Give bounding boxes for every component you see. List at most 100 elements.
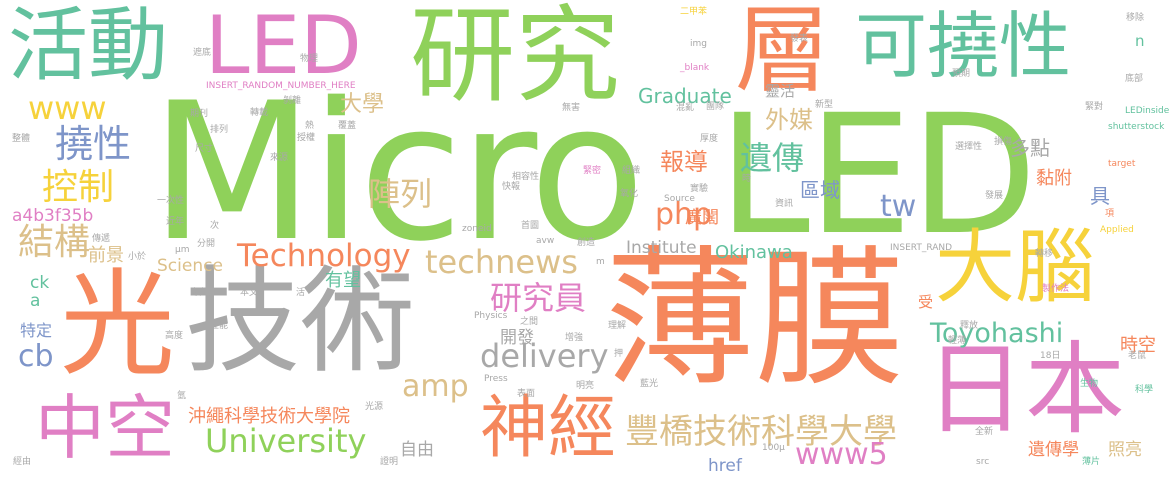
word-led-pink: LED — [205, 0, 362, 92]
word-hollow: 中空 — [35, 387, 175, 469]
word-okinawa: Okinawa — [715, 242, 793, 263]
word-small: 物理 — [300, 54, 319, 64]
word-small: INSERT_RAND — [890, 243, 953, 253]
word-specific: 特定 — [20, 321, 53, 340]
word-small: 全新 — [975, 427, 994, 437]
word-small: img — [690, 39, 707, 49]
word-small: 二甲苯 — [680, 7, 708, 17]
word-brain: 大腦 — [935, 221, 1095, 314]
word-micro: Micro — [150, 62, 645, 283]
word-small: 領域 — [192, 288, 211, 298]
word-free: 自由 — [400, 440, 434, 460]
word-university: University — [205, 422, 367, 460]
word-small: 時 — [742, 174, 752, 184]
word-small: 排列 — [210, 125, 229, 135]
word-small: Source — [664, 194, 695, 204]
word-small: 薄片 — [1082, 457, 1101, 467]
word-report: 報導 — [660, 148, 708, 176]
word-tw: tw — [880, 189, 917, 224]
word-technology-cn: 技術 — [185, 255, 416, 389]
word-small: 緊密 — [583, 166, 602, 176]
word-technews: technews — [425, 243, 578, 281]
word-small: 100μ — [762, 443, 785, 453]
word-small: 押 — [614, 349, 624, 359]
word-small: 選擇性 — [955, 142, 983, 152]
word-researcher: 研究員 — [490, 279, 587, 317]
word-small: LEDinside — [1125, 106, 1170, 116]
word-technology: Technology — [237, 238, 411, 274]
word-small: 高度 — [165, 331, 184, 341]
word-small: 覆蓋 — [338, 121, 357, 131]
word-light: 光 — [60, 258, 176, 392]
word-small: 製作法 — [1042, 284, 1070, 294]
word-a: a — [30, 291, 41, 311]
word-small: 明亮 — [576, 381, 595, 391]
word-small: 首圖 — [521, 221, 540, 231]
word-nerve: 神經 — [480, 389, 617, 468]
word-small: 發表 — [790, 34, 809, 44]
word-small: 近年 — [166, 217, 185, 227]
word-small: shutterstock — [1108, 122, 1165, 132]
word-prospect: 前景 — [88, 245, 124, 266]
word-small: Press — [484, 374, 508, 384]
word-small: 遮底 — [193, 48, 212, 58]
word-small: src — [976, 457, 990, 467]
word-small: 熱 — [305, 121, 315, 131]
word-amp: amp — [402, 369, 469, 404]
word-flex: 撓性 — [55, 122, 132, 166]
word-small: 組織 — [622, 166, 641, 176]
word-foreign-media: 外媒 — [765, 106, 813, 134]
word-small: 新型 — [815, 100, 834, 110]
word-small: 18日 — [1040, 351, 1061, 361]
word-small: 傳遞 — [92, 234, 111, 244]
word-small: target — [1108, 159, 1136, 169]
word-small: 資訊 — [775, 199, 794, 209]
word-small: 生物 — [1080, 379, 1099, 389]
word-promising: 有望 — [325, 270, 361, 291]
word-href: href — [708, 456, 742, 476]
word-led-big: LED — [718, 79, 1037, 271]
word-flexibility: 可撓性 — [855, 4, 1072, 88]
word-small: 次 — [210, 221, 220, 231]
word-spacetime: 時空 — [1120, 335, 1156, 356]
word-illuminate: 照亮 — [1108, 440, 1142, 460]
word-small: 活 — [296, 288, 306, 298]
word-activity: 活動 — [8, 0, 168, 92]
word-small: 來源 — [270, 153, 289, 163]
word-small: 尺寸 — [195, 144, 214, 154]
word-small: zoneid — [462, 224, 492, 234]
word-small: 相容性 — [512, 172, 540, 182]
word-small: 光源 — [365, 402, 384, 412]
word-small: 藍光 — [640, 379, 659, 389]
word-small: 創造 — [577, 238, 596, 248]
word-www5: www5 — [795, 437, 888, 472]
word-hash: a4b3f35b — [12, 206, 94, 226]
word-small: 證明 — [380, 457, 399, 467]
word-small: 之間 — [520, 317, 539, 327]
word-small: 緊對 — [1085, 102, 1104, 112]
word-small: 剝離 — [283, 96, 302, 106]
word-small: Applied — [1100, 225, 1134, 235]
word-php: php — [655, 197, 713, 232]
word-develop: 開發 — [500, 328, 534, 348]
word-structure: 結構 — [18, 222, 91, 263]
word-institute: Institute — [626, 238, 697, 258]
word-n: n — [1135, 32, 1145, 50]
word-heredity: 遺傳 — [740, 139, 805, 177]
word-japan: 日本 — [925, 331, 1125, 448]
word-small: 氧化 — [620, 189, 639, 199]
word-university-cn: 大學 — [340, 92, 385, 117]
word-small: 性能 — [210, 321, 229, 331]
word-science: Science — [157, 256, 223, 276]
word-small: 表面 — [517, 389, 536, 399]
word-small: 項 — [1105, 209, 1115, 219]
word-small: 預期 — [952, 69, 971, 79]
word-small: 分開 — [197, 239, 216, 249]
word-genetics: 遺傳學 — [1028, 440, 1079, 460]
word-www: www — [28, 89, 107, 127]
word-broad: 廣闊 — [685, 208, 719, 228]
word-small: 一次性 — [157, 196, 185, 206]
word-array: 陣列 — [368, 175, 433, 213]
word-small: 損傷 — [994, 137, 1013, 147]
word-multipoint: 多點 — [1010, 136, 1050, 160]
